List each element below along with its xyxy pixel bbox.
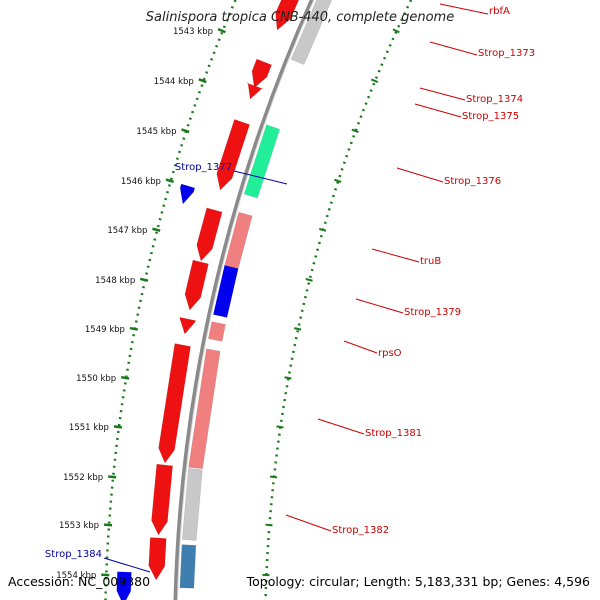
gene-truB <box>224 211 253 270</box>
inner-ruler-tick <box>351 128 359 133</box>
ruler-tick-label: 1549 kbp <box>85 325 125 335</box>
ruler-tick <box>152 227 161 232</box>
gene-label-strop-1374: Strop_1374 <box>466 94 523 105</box>
ruler-tick-label: 1546 kbp <box>121 177 161 187</box>
gene-strop-1376 <box>243 124 281 199</box>
ruler-tick <box>113 425 123 429</box>
feature-layer <box>116 0 333 600</box>
ruler-tick-label: 1544 kbp <box>154 77 194 87</box>
gene-rbfA <box>275 0 300 31</box>
gene-rpsO <box>208 321 226 342</box>
gene-red-rpsO <box>179 317 196 335</box>
ruler-tick-label: 1543 kbp <box>173 27 213 37</box>
gene-red-1376a <box>216 119 250 191</box>
callout-line <box>429 41 478 56</box>
callout-line <box>285 514 332 532</box>
callout-line <box>439 3 489 15</box>
gene-strop-1381 <box>188 348 221 470</box>
inner-ruler-tick <box>334 178 342 183</box>
backbone-arc <box>173 0 315 600</box>
gene-label-strop-1384: Strop_1384 <box>45 549 102 560</box>
label-layer: rbfA Strop_1373 Strop_1374 Strop_1375 Strop_… <box>45 3 535 573</box>
ruler-ring-outer <box>104 0 237 600</box>
ruler-tick <box>217 27 226 34</box>
callout-line <box>396 167 444 183</box>
callout-line <box>419 87 466 101</box>
ruler-tick <box>108 475 117 479</box>
ruler-tick <box>103 523 113 527</box>
gene-strop-1382 <box>181 467 203 541</box>
gene-red-1381 <box>158 343 191 464</box>
gene-label-trub: truB <box>420 256 441 267</box>
callout-line <box>103 557 151 573</box>
ruler-tick-label: 1548 kbp <box>95 276 135 286</box>
inner-ruler-tick <box>284 376 292 380</box>
gene-label-strop-1375: Strop_1375 <box>462 111 519 122</box>
gene-label-rpso: rpsO <box>378 348 402 359</box>
ruler-tick <box>129 326 139 331</box>
gene-red-1379 <box>184 259 209 311</box>
callout-line <box>343 340 378 354</box>
callout-line <box>371 248 420 263</box>
inner-ruler-tick <box>305 278 313 282</box>
ruler-tick-label: 1547 kbp <box>107 226 147 236</box>
gene-strop-1375 <box>247 82 264 100</box>
gene-label-strop-1379: Strop_1379 <box>404 307 461 318</box>
gene-strop-1374 <box>251 58 272 89</box>
callout-line <box>233 170 288 185</box>
inner-ruler-tick <box>265 523 273 527</box>
inner-ruler-tick <box>276 425 284 429</box>
inner-ruler-tick <box>370 78 379 84</box>
inner-ruler-tick <box>294 327 302 331</box>
inner-ruler-tick <box>392 28 400 34</box>
backbone-highlight <box>177 0 315 600</box>
gene-label-strop-1382: Strop_1382 <box>332 525 389 536</box>
ruler-tick-label: 1545 kbp <box>136 127 176 137</box>
genome-summary-text: Topology: circular; Length: 5,183,331 bp… <box>246 574 590 589</box>
callout-line <box>317 418 365 435</box>
inner-ruler-tick <box>269 475 278 479</box>
gene-label-rbfa: rbfA <box>489 6 510 17</box>
ruler-tick-label: 1553 kbp <box>59 521 99 531</box>
ruler-ring-inner <box>264 0 413 600</box>
gene-steel-1383 <box>179 544 197 589</box>
backbone-layer <box>173 0 315 600</box>
gene-strop-1379 <box>213 265 239 318</box>
ruler-layer: 1543 kbp 1544 kbp 1545 kbp 1546 kbp 1547 kbp… <box>56 0 413 600</box>
gene-strop-1384 <box>116 571 132 600</box>
gene-label-strop-1381: Strop_1381 <box>365 428 422 439</box>
accession-text: Accession: NC_009380 <box>8 574 151 589</box>
gene-label-strop-1373: Strop_1373 <box>478 48 535 59</box>
ruler-tick <box>181 128 190 134</box>
ruler-tick-label: 1550 kbp <box>76 374 116 384</box>
gene-red-1383 <box>148 537 167 581</box>
gene-red-truB <box>196 207 223 262</box>
callout-line <box>355 298 404 314</box>
ruler-tick-label: 1552 kbp <box>63 473 103 483</box>
gene-strop-1373 <box>290 0 333 65</box>
ruler-tick-label: 1551 kbp <box>69 423 109 433</box>
ruler-tick <box>139 277 149 282</box>
callout-line <box>414 103 462 118</box>
ruler-tick <box>198 78 207 84</box>
ruler-tick-label: 1554 kbp <box>56 571 96 581</box>
map-title: Salinispora tropica CNB-440, complete ge… <box>145 10 455 25</box>
inner-ruler-tick <box>319 227 327 232</box>
ruler-tick <box>120 375 130 380</box>
gene-label-strop-1376: Strop_1376 <box>444 176 501 187</box>
gene-strop-1377 <box>179 183 196 205</box>
ruler-tick <box>165 178 174 184</box>
gene-label-strop-1377: Strop_1377 <box>175 162 232 173</box>
gene-red-1382 <box>151 463 173 536</box>
